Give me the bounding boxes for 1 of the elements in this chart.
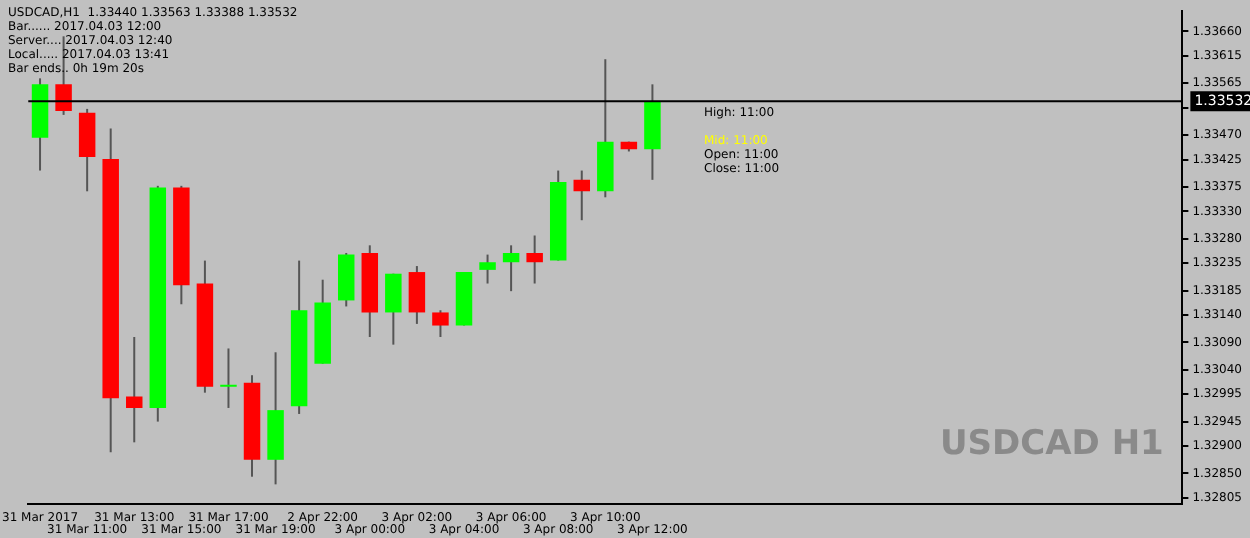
candlestick xyxy=(220,348,237,408)
